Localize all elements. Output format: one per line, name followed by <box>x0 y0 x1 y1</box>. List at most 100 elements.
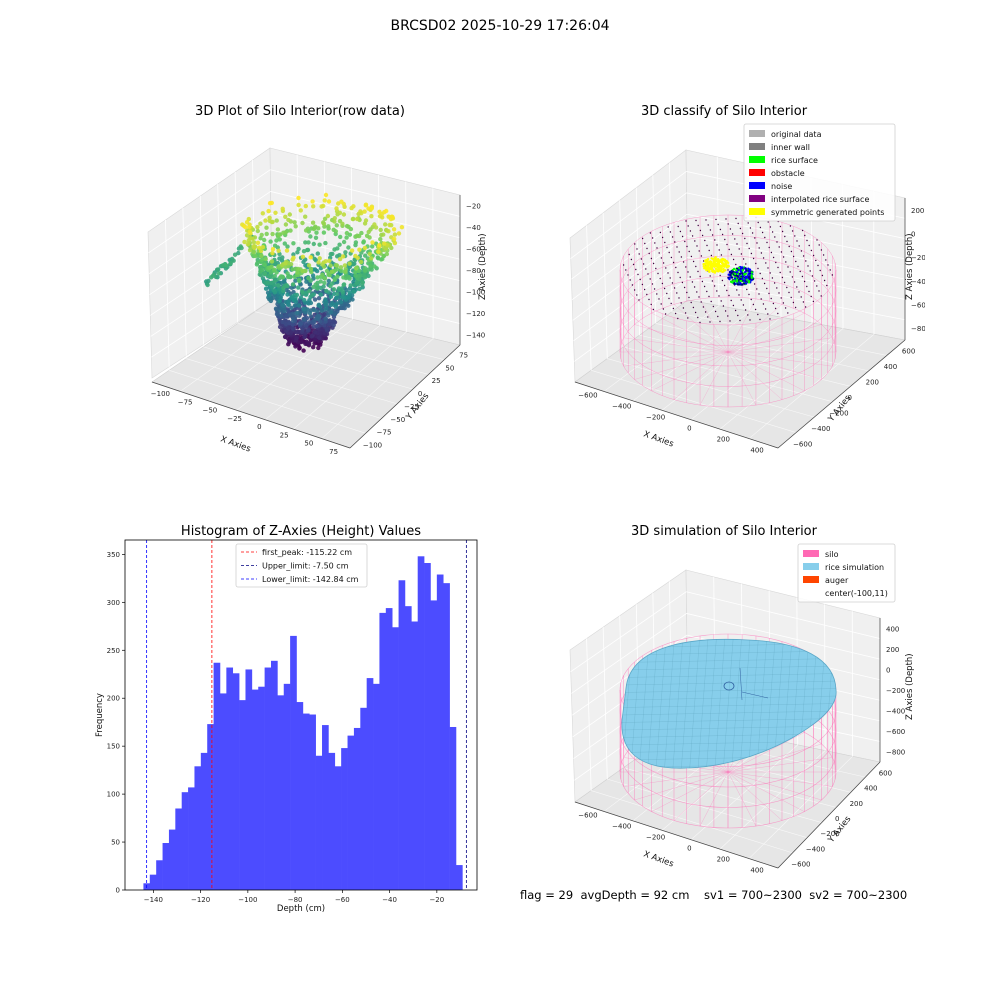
data-point <box>348 283 353 288</box>
data-point <box>357 286 362 292</box>
reference-lines <box>146 540 467 890</box>
y-tick-label: 200 <box>850 800 863 808</box>
data-point <box>315 286 320 291</box>
data-point <box>308 266 314 272</box>
interpolated-point <box>657 272 659 275</box>
mesh-line <box>689 639 700 769</box>
histogram-bar <box>360 707 367 890</box>
data-point <box>332 216 337 221</box>
interpolated-point <box>641 283 644 286</box>
data-point <box>369 206 374 211</box>
data-point <box>291 252 296 257</box>
histogram-bar <box>309 714 316 890</box>
interpolated-point <box>758 247 760 249</box>
auger-line <box>741 691 769 699</box>
interpolated-point <box>780 297 782 299</box>
data-point <box>324 268 330 274</box>
data-point <box>323 259 328 264</box>
interpolated-point <box>695 265 697 268</box>
symmetric-point <box>716 265 719 268</box>
interpolated-point <box>630 258 633 261</box>
data-point <box>274 218 279 223</box>
legend-label: auger <box>825 576 849 585</box>
histogram-bar <box>226 667 234 890</box>
x-tick-label: −20 <box>429 896 444 904</box>
interpolated-point <box>649 232 652 234</box>
interpolated-point <box>683 286 686 289</box>
data-point <box>298 295 304 300</box>
classified-point <box>731 281 734 284</box>
mesh-line <box>621 658 837 663</box>
y-tick-label: 200 <box>107 695 120 703</box>
data-point <box>315 275 320 280</box>
panel1-title: 3D Plot of Silo Interior(row data) <box>195 104 405 119</box>
data-point <box>272 243 278 248</box>
interpolated-point <box>767 267 769 269</box>
interpolated-point <box>721 279 724 282</box>
interpolated-point <box>726 243 728 246</box>
symmetric-point <box>727 264 730 267</box>
classified-point <box>736 283 740 286</box>
data-point <box>343 269 348 274</box>
histogram-bar <box>239 700 246 890</box>
data-point <box>306 275 311 281</box>
data-point <box>328 251 333 257</box>
histogram-bar <box>213 662 221 890</box>
interpolated-point <box>737 314 739 317</box>
grid-line <box>264 325 380 420</box>
interpolated-point <box>686 291 688 294</box>
data-point <box>367 235 372 240</box>
interpolated-point <box>678 297 680 299</box>
data-point <box>369 214 374 219</box>
interpolated-point <box>679 230 682 233</box>
interpolated-point <box>710 254 713 257</box>
grid-line <box>570 171 687 259</box>
data-point <box>280 206 285 211</box>
data-point <box>263 218 268 223</box>
histogram-bar <box>149 874 157 890</box>
x-tick-label: 400 <box>750 447 763 455</box>
grid-line <box>619 615 624 768</box>
z-tick-label: −600 <box>911 302 925 310</box>
data-point <box>262 271 268 277</box>
data-point <box>315 289 320 295</box>
interpolated-point <box>698 250 700 252</box>
interpolated-point <box>659 231 662 234</box>
auger-line <box>739 667 743 701</box>
interpolated-point <box>701 280 704 283</box>
histogram-bar <box>194 766 202 890</box>
grid-line <box>687 235 906 280</box>
x-tick-label: 200 <box>717 436 730 444</box>
histogram-bar <box>379 612 387 890</box>
interpolated-point <box>705 219 707 221</box>
data-point <box>316 335 322 340</box>
interpolated-point <box>738 294 740 296</box>
interpolated-point <box>785 261 787 263</box>
interpolated-point <box>777 312 779 315</box>
data-point <box>311 204 316 209</box>
data-point <box>297 278 302 284</box>
mesh-line <box>765 639 776 769</box>
data-point <box>327 318 333 323</box>
data-point <box>387 222 392 228</box>
data-point <box>326 278 331 284</box>
data-point <box>396 231 402 236</box>
x-tick-label: −25 <box>227 415 242 423</box>
z-tick-label: −100 <box>466 288 485 296</box>
data-point <box>343 250 348 255</box>
data-point <box>337 256 343 262</box>
interpolated-point <box>772 256 775 259</box>
z-tick-label: −80 <box>466 267 481 275</box>
interpolated-point <box>655 267 657 270</box>
data-point <box>265 280 270 285</box>
mesh-line <box>714 639 725 769</box>
data-point <box>363 218 369 223</box>
data-point <box>325 213 331 219</box>
interpolated-point <box>757 221 759 224</box>
silo-floor-spoke <box>727 771 757 827</box>
grid-line <box>571 192 687 280</box>
interpolated-point <box>709 321 711 323</box>
data-point <box>361 239 366 244</box>
interpolated-point <box>635 268 637 271</box>
data-point <box>333 302 339 307</box>
